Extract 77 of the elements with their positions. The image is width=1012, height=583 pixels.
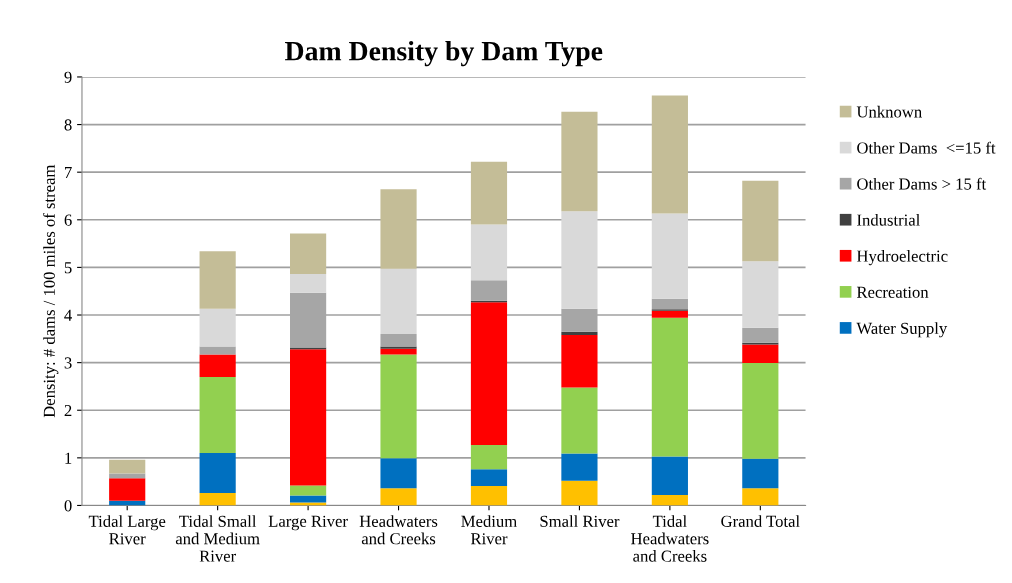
x-tick-label: Medium River <box>461 515 517 545</box>
bar <box>651 456 688 495</box>
y-axis-title: Density: # dams / 100 miles of stream <box>43 164 59 418</box>
bar <box>470 485 508 506</box>
y-tick-label: 7 <box>65 167 72 178</box>
bar <box>380 488 417 506</box>
x-tick-label: Grand Total <box>721 515 800 527</box>
bar <box>651 310 688 318</box>
bar <box>380 334 417 347</box>
x-tick-label: Tidal Headwaters and Creeks <box>631 515 709 562</box>
bar <box>199 493 236 506</box>
bar <box>651 213 688 299</box>
y-tick-label: 2 <box>64 404 72 417</box>
y-tick-label: 3 <box>64 357 72 369</box>
chart-title: Dam Density by Dam Type <box>285 41 603 67</box>
bar <box>470 469 508 486</box>
bar <box>290 349 327 486</box>
bar <box>380 268 417 335</box>
legend-label: Industrial <box>857 213 920 226</box>
bar <box>199 308 236 347</box>
bar <box>651 494 688 506</box>
bar <box>561 111 598 212</box>
legend-label: Water Supply <box>856 322 948 338</box>
y-tick-label: 8 <box>64 119 72 131</box>
bar <box>470 302 508 445</box>
legend-label: Other Dams <=15 ft <box>857 141 996 154</box>
bar <box>742 458 779 489</box>
bar <box>742 488 779 506</box>
y-tick-label: 4 <box>64 309 72 321</box>
bar <box>380 458 417 489</box>
x-tick-label: Large River <box>268 515 348 531</box>
x-tick-label: Tidal Small and Medium River <box>175 515 260 562</box>
bar <box>380 346 417 349</box>
bar <box>109 478 146 501</box>
x-tick-label: Tidal Large River <box>88 515 166 545</box>
bar <box>561 331 598 336</box>
bar <box>109 459 146 474</box>
bar <box>199 376 236 454</box>
bar <box>470 280 508 301</box>
y-tick-label: 5 <box>64 262 72 274</box>
legend-label: Unknown <box>856 105 922 118</box>
bar <box>561 211 598 309</box>
bar <box>742 327 779 343</box>
bar <box>651 298 688 310</box>
bar <box>470 444 508 470</box>
bar <box>380 189 417 269</box>
bar <box>199 453 236 494</box>
legend-label: Other Dams > 15 ft <box>857 177 987 190</box>
bar <box>561 387 598 454</box>
bar <box>380 348 417 355</box>
bar <box>470 161 508 225</box>
bar <box>651 95 688 214</box>
bar <box>742 344 779 364</box>
legend-label: Recreation <box>856 286 929 298</box>
x-tick-label: Small River <box>540 515 620 527</box>
bar <box>290 485 327 496</box>
bar <box>290 495 327 503</box>
bar <box>561 453 598 481</box>
y-tick-label: 9 <box>64 71 72 83</box>
bar <box>651 317 688 457</box>
bar <box>290 233 327 275</box>
legend-label: Hydroelectric <box>856 250 948 266</box>
y-tick-label: 1 <box>65 452 72 464</box>
bar <box>199 354 236 377</box>
bar <box>742 363 779 459</box>
bar <box>199 346 236 355</box>
bar <box>561 480 598 506</box>
bar <box>470 224 508 281</box>
y-tick-label: 6 <box>64 214 72 226</box>
bar <box>742 261 779 328</box>
bar <box>380 354 417 459</box>
y-tick-label: 0 <box>64 500 72 512</box>
bar <box>290 274 327 293</box>
x-tick-label: Headwaters and Creeks <box>359 515 438 545</box>
bar <box>561 335 598 388</box>
bar <box>742 180 779 262</box>
bar <box>199 251 236 309</box>
